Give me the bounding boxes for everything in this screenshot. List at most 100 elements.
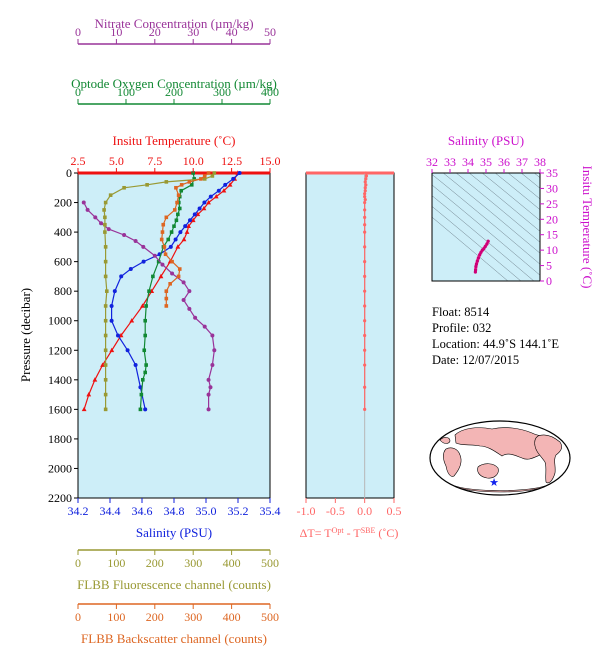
oxygen-axis: Optode Oxygen Concentration (µm/kg) 0 100… [71, 76, 279, 105]
oxygen-tick-label-4: 400 [261, 85, 279, 99]
pressure-tick-label-10: 2000 [48, 461, 72, 475]
density-contour-5 [442, 173, 540, 254]
ts-x-tick-label-2: 34 [462, 155, 474, 169]
salinity-point-0 [237, 171, 242, 175]
delta-t-point-9 [363, 197, 367, 202]
delta-t-point-20 [363, 319, 367, 323]
nitrate-point-0 [81, 200, 86, 205]
fluorescence-point-10 [103, 222, 107, 227]
continent-antarctica [454, 485, 546, 493]
salinity-tick-label-5: 35.2 [228, 504, 249, 518]
temperature-point-6 [201, 205, 207, 211]
oxygen-point-10 [169, 230, 174, 234]
salinity-tick-label-4: 35.0 [196, 504, 217, 518]
temperature-point-9 [186, 223, 191, 228]
backscatter-tick-label-4: 400 [223, 610, 241, 624]
oxygen-point-17 [143, 318, 147, 323]
salinity-point-5 [202, 200, 207, 205]
delta-t-tick-label-3: 0.5 [387, 504, 402, 518]
fluorescence-tick-label-1: 100 [107, 556, 125, 570]
nitrate-point-18 [212, 348, 217, 353]
nitrate-point-14 [187, 306, 192, 311]
temperature-point-22 [86, 391, 92, 397]
salinity-point-15 [128, 267, 133, 272]
nitrate-point-7 [141, 244, 146, 249]
fluorescence-tick-label-5: 500 [261, 556, 279, 570]
oxygen-point-22 [141, 378, 145, 382]
oxygen-point-8 [174, 218, 179, 223]
temperature-point-3 [221, 188, 227, 193]
nitrate-tick-label-4: 40 [226, 25, 238, 39]
delta-t-point-16 [363, 260, 367, 264]
nitrate-point-19 [210, 363, 215, 368]
continent-greenland [439, 437, 451, 444]
delta-t-tick-label-1: -0.5 [326, 504, 345, 518]
fluorescence-point-13 [103, 259, 108, 264]
backscatter-tick-label-0: 0 [75, 610, 81, 624]
backscatter-point-21 [164, 304, 169, 308]
temperature-tick-label-3: 10.0 [183, 154, 204, 168]
delta-t-axis-label: ΔT= TOpt - TSBE (˚C) [300, 526, 399, 540]
salinity-point-9 [183, 224, 188, 229]
nitrate-point-16 [202, 324, 207, 329]
temperature-point-20 [100, 362, 105, 367]
continent-americas [534, 434, 562, 484]
oxygen-point-7 [176, 212, 180, 217]
continent-australia [477, 463, 499, 479]
delta-t-point-0 [364, 171, 368, 175]
fluorescence-point-7 [103, 200, 108, 205]
ts-y-tick-label-3: 15 [546, 228, 558, 242]
world-map: ★ [429, 420, 571, 496]
density-contour-6 [455, 173, 540, 243]
backscatter-point-11 [160, 230, 165, 234]
backscatter-point-19 [164, 289, 169, 293]
nitrate-point-17 [210, 333, 215, 338]
fluorescence-point-14 [103, 274, 108, 279]
profile-date: Date: 12/07/2015 [432, 353, 520, 367]
ts-y-tick-label-6: 30 [546, 181, 558, 195]
temperature-point-2 [227, 182, 233, 187]
oxygen-point-6 [177, 206, 182, 211]
backscatter-point-3 [187, 180, 192, 184]
nitrate-tick-label-3: 30 [187, 25, 199, 39]
salinity-point-1 [231, 176, 236, 181]
oxygen-axis-label: Optode Oxygen Concentration (µm/kg) [71, 76, 277, 91]
temperature-point-11 [181, 236, 187, 242]
pressure-axis-label: Pressure (decibar) [18, 288, 33, 382]
ts-curve [473, 239, 490, 274]
backscatter-point-20 [164, 296, 169, 301]
ts-x-tick-label-4: 36 [498, 155, 510, 169]
nitrate-point-12 [187, 289, 192, 294]
oxygen-point-20 [144, 363, 148, 367]
delta-t-point-18 [363, 289, 367, 293]
salinity-point-21 [125, 348, 130, 353]
ts-point-11 [485, 242, 489, 246]
temperature-point-17 [129, 318, 135, 323]
salinity-tick-label-1: 34.4 [100, 504, 121, 518]
nitrate-point-8 [152, 253, 157, 258]
pressure-tick-label-2: 400 [54, 225, 72, 239]
fluorescence-point-3 [164, 180, 169, 184]
nitrate-point-10 [170, 271, 175, 276]
delta-t-plot: -1.0 -0.5 0.0 0.5 ΔT= TOpt - TSBE (˚C) [297, 171, 402, 540]
nitrate-point-11 [181, 280, 186, 285]
salinity-point-7 [192, 212, 197, 217]
continent-africa [443, 447, 462, 477]
delta-t-point-1 [364, 174, 369, 178]
ts-point-4 [475, 259, 479, 263]
pressure-tick-label-11: 2200 [48, 491, 72, 505]
fluorescence-tick-label-0: 0 [75, 556, 81, 570]
backscatter-point-0 [206, 171, 211, 175]
delta-t-point-10 [363, 200, 367, 205]
salinity-point-3 [216, 188, 221, 193]
oxygen-point-1 [192, 177, 196, 181]
fluorescence-tick-label-2: 200 [146, 556, 164, 570]
fluorescence-point-12 [103, 245, 108, 249]
pressure-tick-label-9: 1800 [48, 432, 72, 446]
backscatter-axis-label: FLBB Backscatter channel (counts) [81, 631, 267, 646]
fluorescence-axis-label: FLBB Fluorescence channel (counts) [77, 577, 271, 592]
backscatter-point-5 [174, 185, 178, 190]
delta-t-label-main: ΔT= T [300, 526, 333, 540]
oxygen-point-19 [142, 348, 147, 353]
